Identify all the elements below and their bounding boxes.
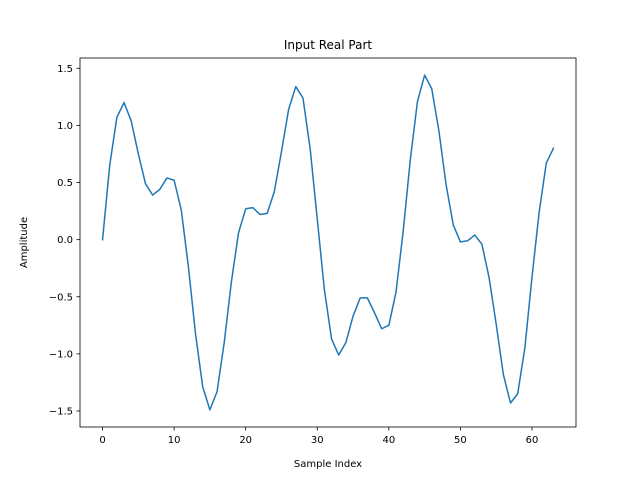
y-tick-label: 0.0: [57, 235, 73, 246]
y-axis: −1.5 −1.0 −0.5 0.0 0.5 1.0 1.5: [49, 64, 80, 418]
plot-area: [101, 74, 555, 411]
series-line: [101, 74, 555, 411]
y-tick-label: −1.5: [49, 407, 73, 418]
chart-title: Input Real Part: [284, 38, 373, 52]
x-tick-label: 50: [454, 435, 467, 446]
x-tick-label: 40: [382, 435, 395, 446]
x-tick-label: 0: [99, 435, 105, 446]
y-tick-label: −1.0: [49, 349, 73, 360]
x-tick-label: 10: [168, 435, 181, 446]
y-tick-label: 1.0: [57, 121, 73, 132]
y-tick-label: −0.5: [49, 292, 73, 303]
y-tick-label: 0.5: [57, 178, 73, 189]
y-axis-label: Amplitude: [19, 217, 30, 268]
x-tick-label: 30: [311, 435, 324, 446]
x-axis: 0 10 20 30 40 50 60: [99, 427, 538, 446]
y-tick-label: 1.5: [57, 64, 73, 75]
x-axis-label: Sample Index: [294, 459, 362, 470]
x-tick-label: 20: [239, 435, 252, 446]
x-tick-label: 60: [526, 435, 539, 446]
plot-frame: [79, 57, 577, 428]
